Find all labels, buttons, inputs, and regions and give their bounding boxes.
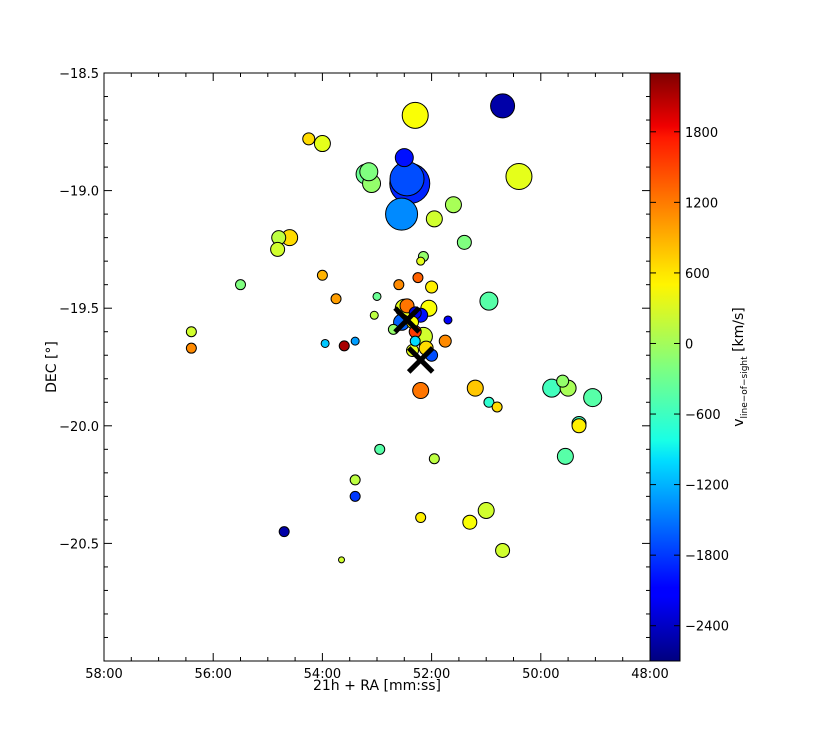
colorbar-tick-label: −1200 [685,479,729,494]
data-point [415,512,427,524]
data-point [374,443,386,455]
cross-markers [393,306,435,374]
colorbar-label-sub: line−of−sight [740,356,750,419]
y-tick-label: −19.0 [59,185,99,200]
x-tick-label: 58:00 [85,667,122,682]
y-tick-label: −20.0 [59,420,99,435]
cross-marker [393,306,421,334]
colorbar-tick-label: 0 [685,337,693,352]
data-point [372,291,382,301]
data-point [483,396,495,408]
colorbar-label: vline−of−sight [km/s] [731,307,750,427]
data-point [443,315,453,325]
plot-area: 58:00 56:00 54:00 52:00 50:00 48:00 −18.5 −19.… [59,67,669,682]
data-point [393,279,405,291]
data-point [490,93,516,119]
x-axis-label: 21h + RA [mm:ss] [313,678,441,694]
x-tick-label: 50:00 [522,667,559,682]
data-point [313,135,331,153]
colorbar-tick-label: 1800 [685,126,718,141]
plot-frame [103,72,651,662]
data-point [583,388,603,408]
data-point [278,526,290,538]
y-tick-label: −20.5 [59,537,99,552]
data-point [425,280,439,294]
x-tick-label: 52:00 [413,667,450,682]
data-point [409,335,421,347]
data-point [316,269,328,281]
data-point [185,326,197,338]
data-point [491,401,503,413]
data-point [349,474,361,486]
data-point [416,256,426,266]
data-point [270,241,286,257]
cross-stroke [393,306,421,334]
data-point [495,542,511,558]
y-tick-label: −19.5 [59,302,99,317]
data-point [505,162,533,190]
data-point [571,418,587,434]
data-point [389,161,425,197]
colorbar-gradient [649,72,681,662]
y-axis-label: DEC [°] [44,341,60,393]
data-point [556,447,574,465]
data-point [302,132,316,146]
colorbar-tick-label: 1200 [685,196,718,211]
data-point [438,334,452,348]
colorbar-tick-label: 600 [685,267,710,282]
data-point [320,338,330,348]
colorbar-label-unit: [km/s] [731,307,747,356]
x-tick-label: 48:00 [631,667,668,682]
data-point [338,340,350,352]
data-point [412,382,430,400]
data-point [385,197,419,231]
data-point [350,336,360,346]
data-point [556,374,570,388]
data-point [477,501,495,519]
x-tick-label: 56:00 [194,667,231,682]
cross-marker [406,346,435,374]
data-point [479,291,499,311]
colorbar-tick-label: −1800 [685,549,729,564]
cross-stroke [406,346,435,374]
y-axis-ticks: −18.5 −19.0 −19.5 −20.0 −20.5 [59,67,650,662]
data-point [330,293,342,305]
colorbar-tick-label: −600 [685,408,721,423]
data-point [359,162,379,182]
data-point [401,101,429,129]
colorbar-ticks: 1800 1200 600 0 −600 −1200 −1800 −2400 [650,126,729,635]
x-axis-ticks: 58:00 56:00 54:00 52:00 50:00 48:00 [85,73,669,682]
data-point [349,490,361,502]
data-point [185,342,197,354]
colorbar-label-main: v [731,418,747,426]
data-point [444,196,462,214]
data-point [394,148,414,168]
data-point [235,279,246,291]
data-point [338,556,346,564]
data-point [466,379,484,397]
data-point [462,514,478,530]
data-point [412,272,424,284]
y-tick-label: −18.5 [59,67,99,82]
colorbar-tick-label: −2400 [685,620,729,635]
data-point [428,453,440,465]
data-point [369,310,379,320]
data-point [425,210,443,228]
colorbar: 1800 1200 600 0 −600 −1200 −1800 −2400 vline−of… [649,72,750,662]
x-tick-label: 54:00 [304,667,341,682]
data-point [456,234,472,250]
